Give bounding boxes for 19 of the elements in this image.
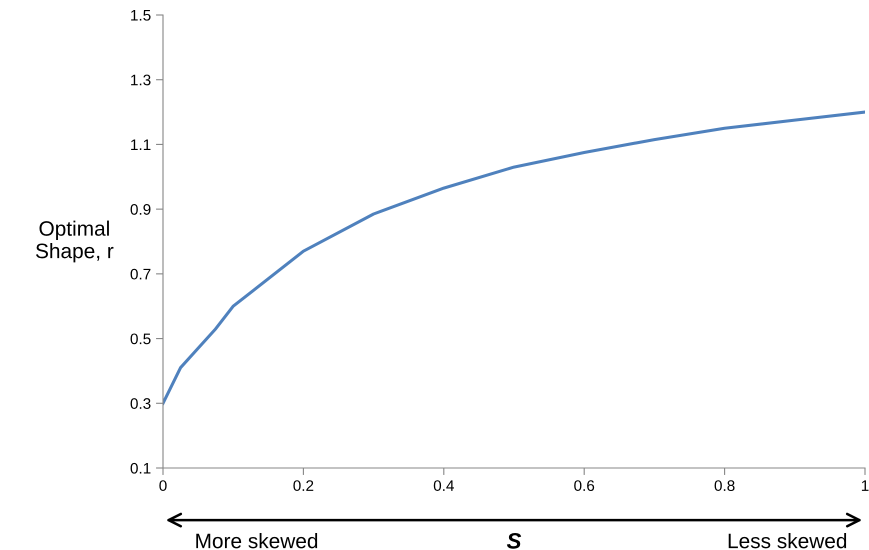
y-tick-label: 0.7	[130, 268, 150, 280]
x-tick-label: 0.4	[434, 480, 454, 492]
y-tick-label: 1.3	[131, 74, 151, 86]
y-tick-label: 0.5	[130, 333, 151, 344]
x-axis-title: S	[506, 532, 522, 549]
y-tick-label: 0.9	[130, 204, 150, 215]
x-tick-label: 0.8	[714, 480, 735, 492]
y-tick-label: 0.3	[130, 398, 151, 409]
text: Less skewed	[728, 533, 846, 548]
y-tick-label: 0.1	[130, 462, 150, 474]
x-tick-label: 0	[159, 480, 167, 492]
y-tick-label: 1.1	[131, 139, 150, 150]
x-tick-label: 0.2	[293, 480, 314, 492]
x-tick-label: 0.6	[574, 480, 594, 492]
text: More skewed	[196, 533, 318, 548]
x-tick-label: 1	[862, 480, 869, 491]
y-axis-title: Optimal Shape, r	[36, 220, 114, 262]
y-tick-label: 1.5	[131, 10, 151, 21]
line-series	[163, 110, 865, 405]
